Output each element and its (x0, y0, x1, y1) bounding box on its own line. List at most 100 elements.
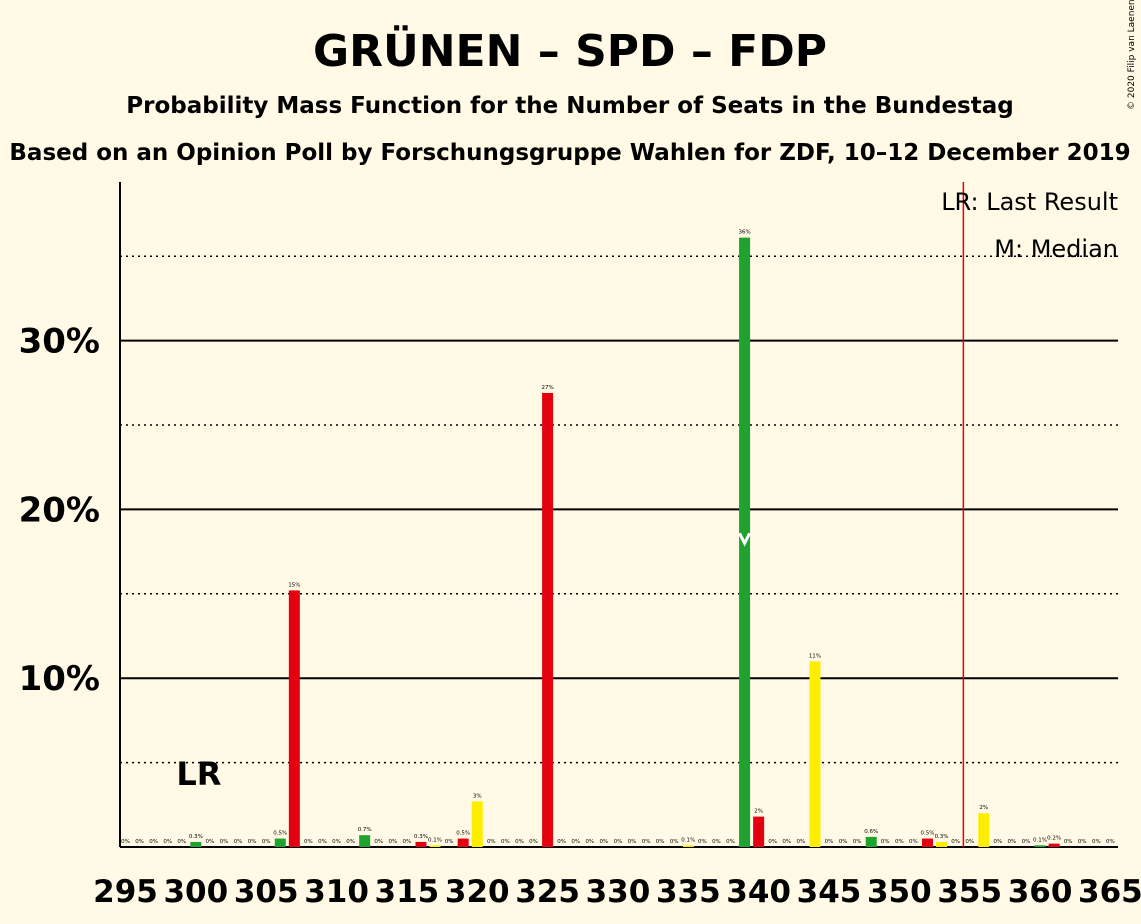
bar-label: 0% (993, 839, 1002, 845)
bar-seat-344 (809, 661, 821, 847)
x-tick-label: 305 (234, 874, 299, 910)
bar-label: 0% (403, 839, 412, 845)
bar-label: 0% (796, 839, 805, 845)
bar-label: 0% (332, 839, 341, 845)
bar-seat-356 (978, 813, 990, 847)
bar-seat-319 (457, 838, 469, 847)
bar-label: 36% (738, 230, 750, 236)
bar-label: 0% (965, 839, 974, 845)
bar-label: 0% (163, 839, 172, 845)
bar-label: 0% (712, 839, 721, 845)
x-tick-label: 330 (586, 874, 651, 910)
bar-label: 0% (501, 839, 510, 845)
bar-label: 0% (388, 839, 397, 845)
y-tick-label: 10% (19, 659, 100, 699)
bar-label: 0% (149, 839, 158, 845)
x-tick-label: 315 (375, 874, 440, 910)
bar-label: 0% (614, 839, 623, 845)
bar-seat-312 (359, 835, 371, 847)
bar-label: 0% (318, 839, 327, 845)
bar-label: 0% (557, 839, 566, 845)
bar-seat-335 (682, 845, 694, 847)
bar-label: 0.1% (681, 837, 695, 843)
bar-label: 0% (1064, 839, 1073, 845)
bar-label: 0% (262, 839, 271, 845)
bar-label: 0% (909, 839, 918, 845)
x-tick-label: 360 (1008, 874, 1073, 910)
bar-label: 0% (600, 839, 609, 845)
bar-label: 0.6% (864, 829, 878, 835)
bar-label: 0% (670, 839, 679, 845)
bar-label: 0% (726, 839, 735, 845)
bar-label: 0% (304, 839, 313, 845)
legend-last-result: LR: Last Result (941, 188, 1118, 216)
bar-label: 0% (1106, 839, 1115, 845)
y-tick-label: 30% (19, 322, 100, 362)
bar-label: 0% (782, 839, 791, 845)
bar-label: 3% (473, 793, 482, 799)
chart-subtitle: Probability Mass Function for the Number… (126, 93, 1013, 119)
x-tick-label: 350 (867, 874, 932, 910)
chart-title: GRÜNEN – SPD – FDP (313, 24, 827, 77)
bar-label: 0.5% (920, 831, 934, 837)
bar-label: 0.5% (273, 831, 287, 837)
bar-seat-307 (288, 590, 300, 847)
bar-label: 0.5% (456, 831, 470, 837)
bar-label: 2% (979, 805, 988, 811)
bar-label: 0.3% (935, 834, 949, 840)
x-tick-label: 345 (797, 874, 862, 910)
bar-label: 0.2% (1047, 836, 1061, 842)
bar-label: 0% (374, 839, 383, 845)
x-tick-label: 355 (937, 874, 1002, 910)
bar-label: 0% (1092, 839, 1101, 845)
bar-label: 0% (628, 839, 637, 845)
bar-label: 0% (135, 839, 144, 845)
bar-label: 0% (642, 839, 651, 845)
last-result-marker: LR (176, 755, 221, 793)
bar-label: 0% (1078, 839, 1087, 845)
bar-seat-300 (190, 841, 202, 847)
bar-label: 0.3% (414, 834, 428, 840)
bar-label: 15% (288, 582, 300, 588)
bar-label: 0% (529, 839, 538, 845)
bar-label: 0% (656, 839, 665, 845)
bar-label: 0.1% (1033, 837, 1047, 843)
bar-label: 0% (895, 839, 904, 845)
bar-seat-325 (542, 392, 554, 847)
bar-label: 0% (698, 839, 707, 845)
bar-label: 0.7% (358, 827, 372, 833)
copyright: © 2020 Filip van Laenen (1127, 0, 1137, 110)
x-tick-label: 340 (726, 874, 791, 910)
bar-label: 11% (809, 653, 821, 659)
median-marker: M (738, 532, 751, 547)
bar-label: 27% (541, 385, 553, 391)
bar-seat-340 (753, 816, 765, 847)
gridlines (120, 255, 1118, 764)
bar-label: 0% (515, 839, 524, 845)
bar-label: 0% (206, 839, 215, 845)
bar-seat-320 (471, 801, 483, 847)
bar-label: 0% (585, 839, 594, 845)
x-tick-label: 295 (93, 874, 158, 910)
legend-median: M: Median (994, 235, 1118, 263)
bar-label: 0.1% (428, 837, 442, 843)
bar-label: 0% (571, 839, 580, 845)
x-tick-label: 335 (656, 874, 721, 910)
bar-label: 0% (248, 839, 257, 845)
bar-seat-360 (1034, 845, 1046, 847)
bar-label: 0% (445, 839, 454, 845)
bar-label: 0% (839, 839, 848, 845)
bar-label: 0% (1022, 839, 1031, 845)
y-axis: 10% 20% 30% (19, 182, 121, 847)
bar-label: 0% (177, 839, 186, 845)
annotations: LR M (176, 182, 965, 847)
bar-seat-352 (921, 838, 933, 847)
y-tick-label: 20% (19, 490, 100, 530)
bar-label: 0% (487, 839, 496, 845)
bar-label: 0% (825, 839, 834, 845)
x-tick-label: 310 (304, 874, 369, 910)
bar-seat-353 (936, 841, 948, 847)
bar-label: 0% (853, 839, 862, 845)
bar-label: 2% (754, 809, 763, 815)
